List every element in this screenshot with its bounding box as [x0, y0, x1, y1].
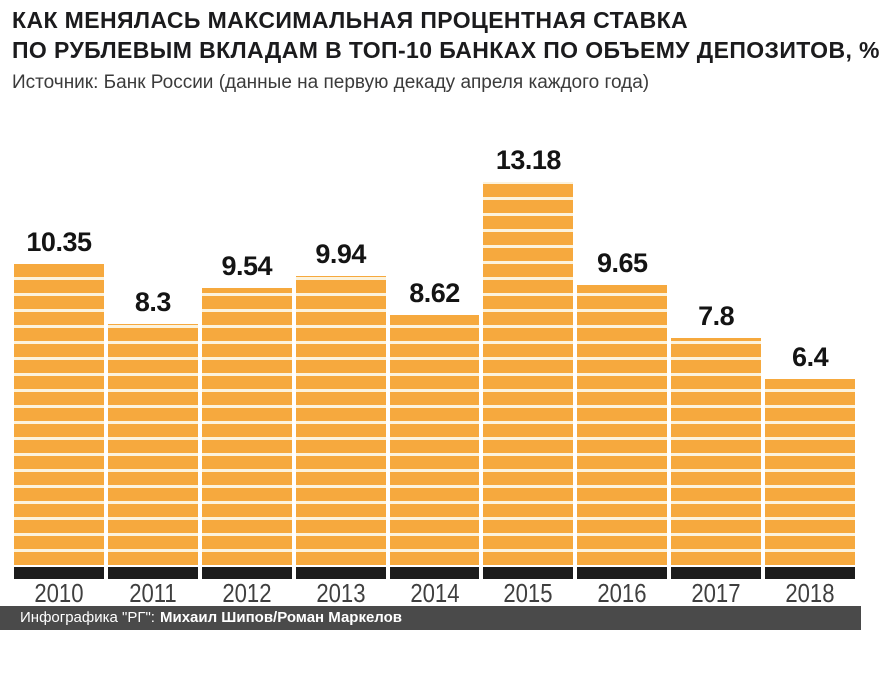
bar-value-label: 9.54 — [221, 251, 272, 281]
source-note: Источник: Банк России (данные на первую … — [12, 72, 650, 93]
bar-value-label: 8.62 — [409, 278, 460, 308]
x-axis-tick-2012: 2012 — [202, 578, 292, 608]
bar-base — [389, 567, 480, 579]
x-axis-tick-2013: 2013 — [296, 578, 386, 608]
bar-column-2011: 8.3 — [107, 287, 198, 579]
bar-value-label: 7.8 — [698, 301, 735, 331]
x-axis-tick-2016: 2016 — [577, 578, 667, 608]
bar-column-2017: 7.8 — [671, 301, 762, 579]
x-axis-tick-2018: 2018 — [765, 578, 855, 608]
bar-segment — [671, 338, 762, 565]
chart-title: КАК МЕНЯЛАСЬ МАКСИМАЛЬНАЯ ПРОЦЕНТНАЯ СТА… — [12, 5, 880, 65]
bar-segment — [107, 324, 198, 565]
credits-bar: Инфографика "РГ": Михаил Шипов/Роман Марк… — [0, 606, 861, 630]
x-axis-tick-2017: 2017 — [671, 578, 761, 608]
year-label: 2012 — [222, 578, 272, 608]
bar-value-label: 8.3 — [134, 287, 172, 317]
x-axis-tick-2014: 2014 — [390, 578, 480, 608]
year-label: 2018 — [785, 578, 835, 608]
bar-segment — [201, 288, 292, 565]
bar-segment — [389, 315, 480, 565]
chart-title-line2: ПО РУБЛЕВЫМ ВКЛАДАМ В ТОП-10 БАНКАХ ПО О… — [12, 37, 880, 63]
x-axis-tick-2015: 2015 — [483, 578, 573, 608]
x-axis-labels: 2010 2011 2012 2013 2014 2015 2016 2017 2018 — [14, 578, 855, 608]
bar-column-2015: 13.18 — [483, 145, 574, 579]
bar-value-label: 10.35 — [26, 227, 92, 257]
bar-column-2016: 9.65 — [577, 248, 668, 579]
bar-segment — [14, 264, 104, 565]
credits-prefix: Инфографика "РГ": — [20, 609, 155, 626]
bar-column-2013: 9.94 — [295, 239, 386, 579]
bar-value-label: 9.65 — [597, 248, 648, 278]
chart-title-line1: КАК МЕНЯЛАСЬ МАКСИМАЛЬНАЯ ПРОЦЕНТНАЯ СТА… — [12, 7, 689, 33]
bar-column-2012: 9.54 — [201, 251, 292, 579]
bar-base — [201, 567, 292, 579]
bar-segment — [295, 276, 386, 565]
bar-base — [765, 567, 856, 579]
year-label: 2013 — [316, 578, 366, 608]
x-axis-tick-2011: 2011 — [108, 578, 198, 608]
bar-value-label: 9.94 — [315, 239, 366, 269]
year-label: 2016 — [597, 578, 647, 608]
year-label: 2015 — [503, 578, 553, 608]
year-label: 2011 — [129, 578, 177, 608]
year-label: 2010 — [34, 578, 84, 608]
year-label: 2014 — [409, 578, 460, 608]
bar-value-label: 13.18 — [495, 145, 562, 175]
bar-column-2018: 6.4 — [765, 342, 856, 579]
bar-chart: 10.35 8.3 9.54 9.94 8.62 13.18 9.65 7.8 6.4 — [14, 139, 856, 579]
bar-segment — [577, 285, 668, 565]
bar-base — [483, 567, 574, 579]
bar-segment — [765, 379, 856, 565]
x-axis-tick-2010: 2010 — [14, 578, 104, 608]
bar-base — [671, 567, 762, 579]
year-label: 2017 — [691, 578, 741, 608]
bar-column-2014: 8.62 — [389, 278, 480, 579]
bar-segment — [483, 182, 574, 565]
bar-base — [14, 567, 104, 579]
bar-base — [295, 567, 386, 579]
bar-base — [577, 567, 668, 579]
credits-authors: Михаил Шипов/Роман Маркелов — [159, 609, 403, 626]
bar-value-label: 6.4 — [792, 342, 829, 372]
bar-base — [107, 567, 198, 579]
bar-column-2010: 10.35 — [14, 227, 104, 579]
